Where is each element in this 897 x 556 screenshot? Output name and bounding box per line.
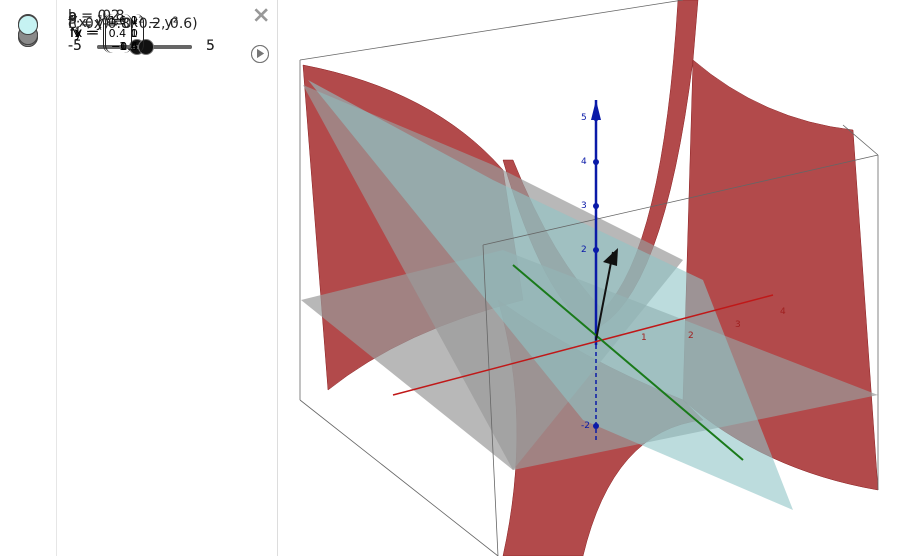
equals: = <box>85 25 97 41</box>
axis-point <box>593 423 599 429</box>
axis-label: 3 <box>581 201 587 211</box>
axis-point <box>593 115 599 121</box>
delete-button[interactable]: ✕ <box>252 4 271 29</box>
normal-vector <box>595 251 614 341</box>
axis-label: 3 <box>735 320 741 330</box>
axis-label: 1 <box>641 333 647 343</box>
vector-entry: 1.6 <box>108 13 127 27</box>
vector-entry: 1 <box>130 27 138 40</box>
bounding-box <box>299 0 879 556</box>
visibility-toggle[interactable] <box>18 14 38 35</box>
vector: N = 1.6 0.4 1 <box>70 13 133 53</box>
slider-min: -5 <box>68 38 82 54</box>
vector-entry: 1 <box>119 39 127 53</box>
vector-name: fx <box>70 26 83 41</box>
equals: = <box>88 26 100 41</box>
expression: c: 0x = 0 <box>68 15 132 32</box>
vector-name: N <box>70 25 80 41</box>
axis-point <box>593 203 599 209</box>
x-axis <box>392 294 774 396</box>
play-button[interactable] <box>251 45 269 63</box>
equals: = <box>88 26 99 41</box>
delete-button[interactable]: ✕ <box>252 4 271 29</box>
vector-entry: 0.4 <box>108 26 127 40</box>
delete-button[interactable]: ✕ <box>252 4 271 29</box>
algebra-row: ✕ c: 0x = 0 <box>0 0 277 556</box>
algebra-view: ✕ f(x, y) = x² − y² ✕ a = -0.8 -5 5 ✕ b = 0.2 -5… <box>0 0 278 556</box>
axis-label: 4 <box>581 157 587 167</box>
delete-button[interactable]: ✕ <box>252 4 271 29</box>
axis-label: 5 <box>581 113 587 123</box>
slider-max: 5 <box>206 38 215 54</box>
axis-label: 4 <box>780 307 786 317</box>
axis-point <box>593 159 599 165</box>
vector-name: fy <box>70 26 83 41</box>
axis-label: 2 <box>581 245 587 255</box>
expression: P = (-0.8, 0.2, 0.6) <box>68 15 198 32</box>
delete-button[interactable]: ✕ <box>252 4 271 29</box>
vector-entry: 0 <box>130 14 138 27</box>
axis-point <box>593 247 599 253</box>
slider-min: -5 <box>68 38 82 54</box>
gutter <box>0 0 57 556</box>
vector-arrow <box>603 248 618 266</box>
slider-max: 5 <box>206 38 215 54</box>
delete-button[interactable]: ✕ <box>252 4 271 29</box>
delete-button[interactable]: ✕ <box>252 4 271 29</box>
plane-c <box>308 80 793 510</box>
delete-button[interactable]: ✕ <box>252 4 271 29</box>
expression: f(x, y) = x² − y² <box>68 15 179 31</box>
vector-entry: 1 <box>130 14 138 27</box>
axis-label: -2 <box>581 421 590 431</box>
axis-label: 2 <box>688 331 694 341</box>
graphics-3d: 5 4 3 2 -2 1 2 3 4 <box>299 0 879 556</box>
y-axis <box>512 264 744 461</box>
vector-entries: 1.6 0.4 1 <box>102 13 133 53</box>
z-arrow <box>591 100 601 120</box>
vector-entry: 0 <box>130 27 138 40</box>
